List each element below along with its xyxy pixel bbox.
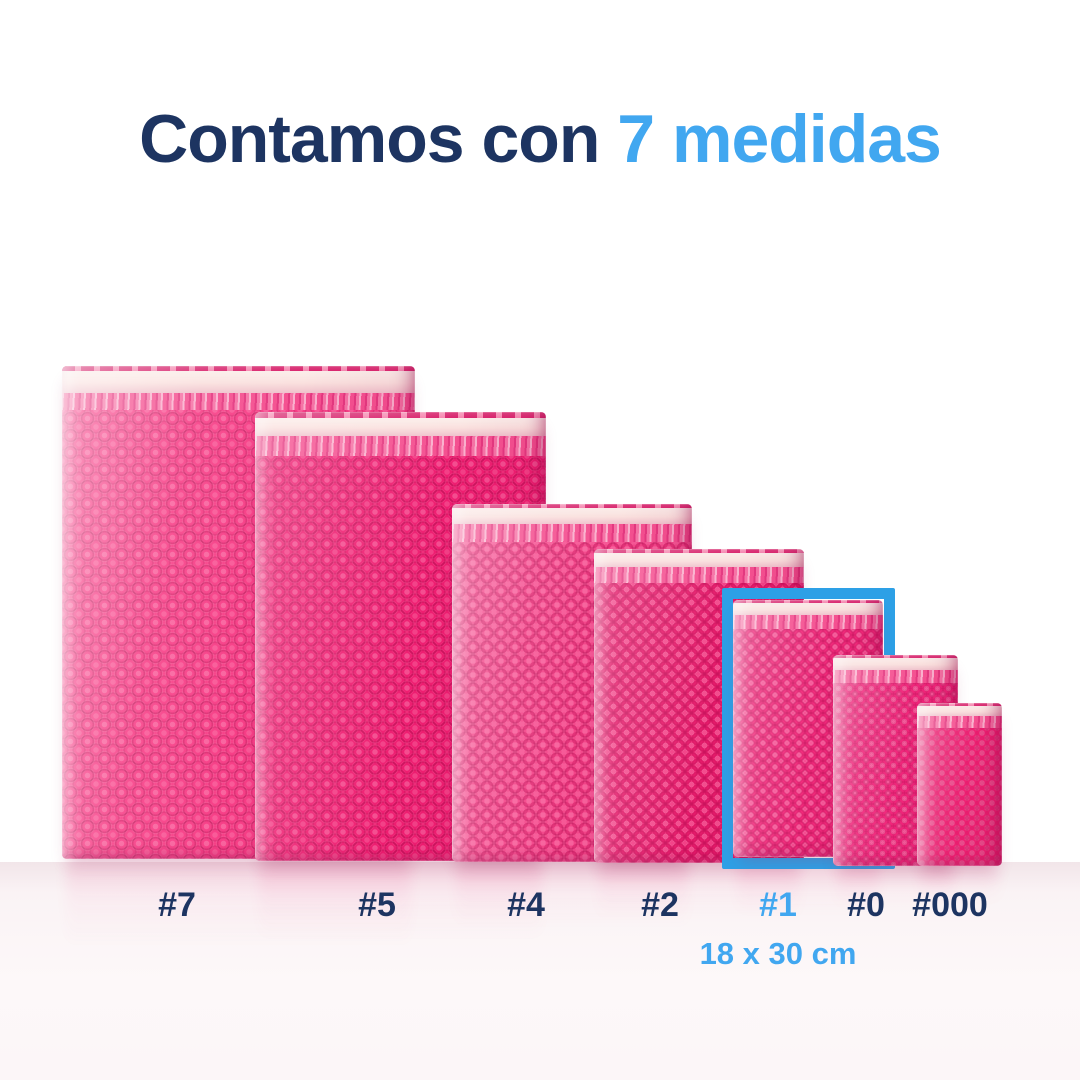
title-prefix: Contamos con — [139, 101, 600, 177]
reflection — [737, 866, 879, 916]
envelope-top-edge — [917, 703, 1002, 706]
envelope-top-edge — [833, 655, 958, 658]
reflection — [837, 866, 954, 910]
reflection — [598, 863, 800, 921]
envelope-top-edge — [594, 549, 804, 553]
envelope-bubble-seam — [452, 524, 692, 542]
envelope-bubble-seam — [733, 615, 883, 629]
envelope-seal-strip — [255, 418, 546, 436]
size-label-5: #5 — [358, 886, 396, 924]
reflection — [456, 863, 688, 929]
size-label-4: #4 — [507, 886, 545, 924]
envelope-seal-strip — [733, 603, 883, 615]
size-label-1-highlighted: #1 — [759, 886, 797, 924]
envelope-bubble-seam — [833, 670, 958, 683]
envelope-bubble-seam — [255, 436, 546, 456]
size-label-7: #7 — [158, 886, 196, 924]
reflection — [66, 861, 411, 949]
envelope-top-edge — [255, 412, 546, 418]
envelope-bubble-seam — [62, 393, 415, 410]
envelope-000-image — [917, 703, 1002, 866]
envelope-bubble-body — [917, 728, 1002, 866]
page-title: Contamos con 7 medidas — [0, 100, 1080, 178]
reflection — [920, 866, 999, 904]
envelope-bubble-seam — [594, 567, 804, 583]
size-label-000: #000 — [912, 886, 988, 924]
envelope-top-edge — [733, 600, 883, 603]
envelope-seal-strip — [833, 658, 958, 670]
envelope-top-edge — [62, 366, 415, 371]
floor-surface — [0, 862, 1080, 1080]
dimensions-note: 18 x 30 cm — [699, 936, 857, 971]
reflection — [259, 862, 542, 942]
envelope-seal-strip — [452, 508, 692, 524]
envelope-seal-strip — [917, 706, 1002, 716]
size-label-0: #0 — [847, 886, 885, 924]
envelope-seal-strip — [62, 371, 415, 393]
envelope-bubble-seam — [917, 716, 1002, 728]
envelope-top-edge — [452, 504, 692, 508]
size-label-2: #2 — [641, 886, 679, 924]
envelope-seal-strip — [594, 553, 804, 567]
title-highlight: 7 medidas — [617, 101, 942, 177]
